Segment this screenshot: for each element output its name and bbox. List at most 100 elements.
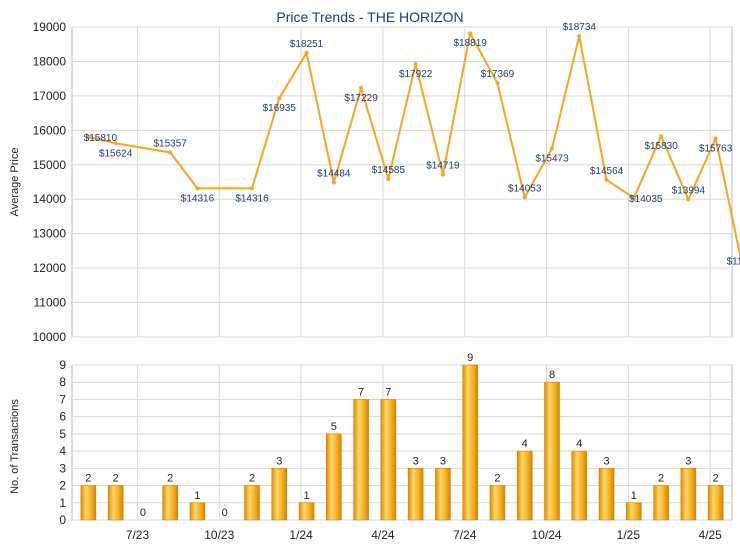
price-point xyxy=(304,50,309,55)
price-data-label: $18734 xyxy=(563,22,597,33)
transaction-bar-label: 2 xyxy=(494,473,500,485)
x-axis-tick-label: 4/25 xyxy=(699,528,723,542)
price-data-label: $18251 xyxy=(290,39,324,50)
price-point xyxy=(359,86,364,91)
price-data-label: $14316 xyxy=(235,193,269,204)
price-data-label: $17369 xyxy=(481,69,515,80)
price-data-label: $14316 xyxy=(181,193,215,204)
price-y-tick: 16000 xyxy=(33,123,67,137)
transaction-bar-label: 4 xyxy=(522,438,528,450)
price-point xyxy=(277,96,282,101)
price-y-tick: 14000 xyxy=(33,192,67,206)
price-plot-frame xyxy=(71,26,733,338)
transaction-bar-label: 2 xyxy=(713,473,719,485)
price-data-label: $16935 xyxy=(263,103,297,114)
transactions-plot: 0 1 2 3 4 5 6 7 8 9 7/23 10/23 1/24 4/24 7/24 10/24 1/25… xyxy=(9,352,733,542)
transaction-bar xyxy=(298,502,315,521)
transaction-bar xyxy=(353,399,369,521)
price-data-label: $15810 xyxy=(84,133,118,144)
price-data-label: $17229 xyxy=(344,93,378,104)
price-data-label: $14564 xyxy=(590,166,624,177)
transaction-bar-label: 1 xyxy=(194,490,200,502)
price-point xyxy=(250,186,254,191)
x-axis-tick-label: 10/24 xyxy=(532,528,562,542)
price-data-label: $17922 xyxy=(399,69,433,80)
price-data-label: $14585 xyxy=(372,165,406,176)
transaction-bar xyxy=(107,485,124,521)
transaction-bar xyxy=(707,485,724,521)
x-axis-tick-label: 7/23 xyxy=(126,528,150,542)
transaction-bar-label: 3 xyxy=(413,455,419,467)
transaction-bar-label: 5 xyxy=(331,421,337,433)
transaction-bar-label: 3 xyxy=(276,455,282,467)
price-y-tick: 17000 xyxy=(33,89,67,103)
chart-title: Price Trends - THE HORIZON xyxy=(276,9,463,25)
transactions-y-tick: 3 xyxy=(59,461,66,475)
transaction-bar xyxy=(680,468,697,521)
transaction-bar xyxy=(653,485,669,521)
transaction-bar xyxy=(544,381,560,521)
x-axis-tick-label: 7/24 xyxy=(453,528,477,542)
transactions-y-tick: 9 xyxy=(59,358,66,372)
transactions-y-tick: 4 xyxy=(59,444,66,458)
price-data-label: $11995 xyxy=(727,256,740,267)
price-y-tick: 13000 xyxy=(33,227,67,241)
transaction-bar xyxy=(407,468,424,521)
transaction-bar xyxy=(244,485,260,521)
transaction-bar-label: 1 xyxy=(303,490,309,502)
transactions-y-tick: 2 xyxy=(59,479,66,493)
price-data-label: $15763 xyxy=(699,143,733,154)
price-data-label: $14484 xyxy=(317,169,351,180)
price-point xyxy=(195,186,200,191)
price-data-label: $14035 xyxy=(629,194,663,205)
price-point xyxy=(631,196,636,201)
transactions-y-tick: 7 xyxy=(59,392,66,406)
transaction-bar-label: 7 xyxy=(358,386,364,398)
transaction-bar-label: 8 xyxy=(549,369,555,381)
price-point xyxy=(168,150,173,155)
price-y-tick: 15000 xyxy=(33,158,67,172)
price-y-tick: 18000 xyxy=(33,54,67,68)
price-data-label: $15473 xyxy=(535,153,569,164)
transaction-bar xyxy=(598,468,615,521)
transaction-bar xyxy=(326,433,342,521)
price-point xyxy=(659,134,664,139)
price-data-label: $14719 xyxy=(426,160,460,171)
transaction-bar xyxy=(80,485,97,521)
transaction-bar xyxy=(462,364,478,521)
transaction-bar-label: 3 xyxy=(440,455,446,467)
transaction-bar xyxy=(189,502,206,521)
price-point xyxy=(440,172,445,177)
x-axis-tick-label: 1/24 xyxy=(289,528,313,542)
transaction-bar-label: 2 xyxy=(167,473,173,485)
price-point xyxy=(86,134,91,139)
transaction-bar-label: 4 xyxy=(576,438,582,450)
transaction-bar-label: 3 xyxy=(685,455,691,467)
price-point xyxy=(713,136,718,141)
price-point xyxy=(413,62,418,67)
transaction-bar-label: 9 xyxy=(467,352,473,364)
transaction-bar xyxy=(516,450,533,521)
x-axis-tick-label: 10/23 xyxy=(204,528,234,542)
x-axis-tick-label: 4/24 xyxy=(371,528,395,542)
price-point xyxy=(468,31,473,36)
price-plot: 10000 11000 12000 13000 14000 15000 16000 17000… xyxy=(9,20,740,344)
transactions-y-tick: 1 xyxy=(59,496,66,510)
price-data-label: $15830 xyxy=(644,141,678,152)
price-y-tick: 11000 xyxy=(34,296,67,310)
price-point xyxy=(686,197,691,202)
transaction-bar-label: 0 xyxy=(222,507,228,519)
transaction-bar-label: 2 xyxy=(249,473,255,485)
transaction-bar-label: 2 xyxy=(85,473,91,485)
price-y-tick: 12000 xyxy=(33,261,67,275)
transaction-bar-label: 2 xyxy=(658,473,664,485)
transaction-bar xyxy=(380,399,397,521)
price-point xyxy=(522,195,527,200)
price-data-label: $13994 xyxy=(672,185,706,196)
price-point xyxy=(550,146,554,151)
transaction-bar xyxy=(271,468,288,521)
transactions-y-tick: 0 xyxy=(59,513,66,527)
transaction-bar xyxy=(626,502,642,521)
price-y-tick: 10000 xyxy=(33,330,67,344)
